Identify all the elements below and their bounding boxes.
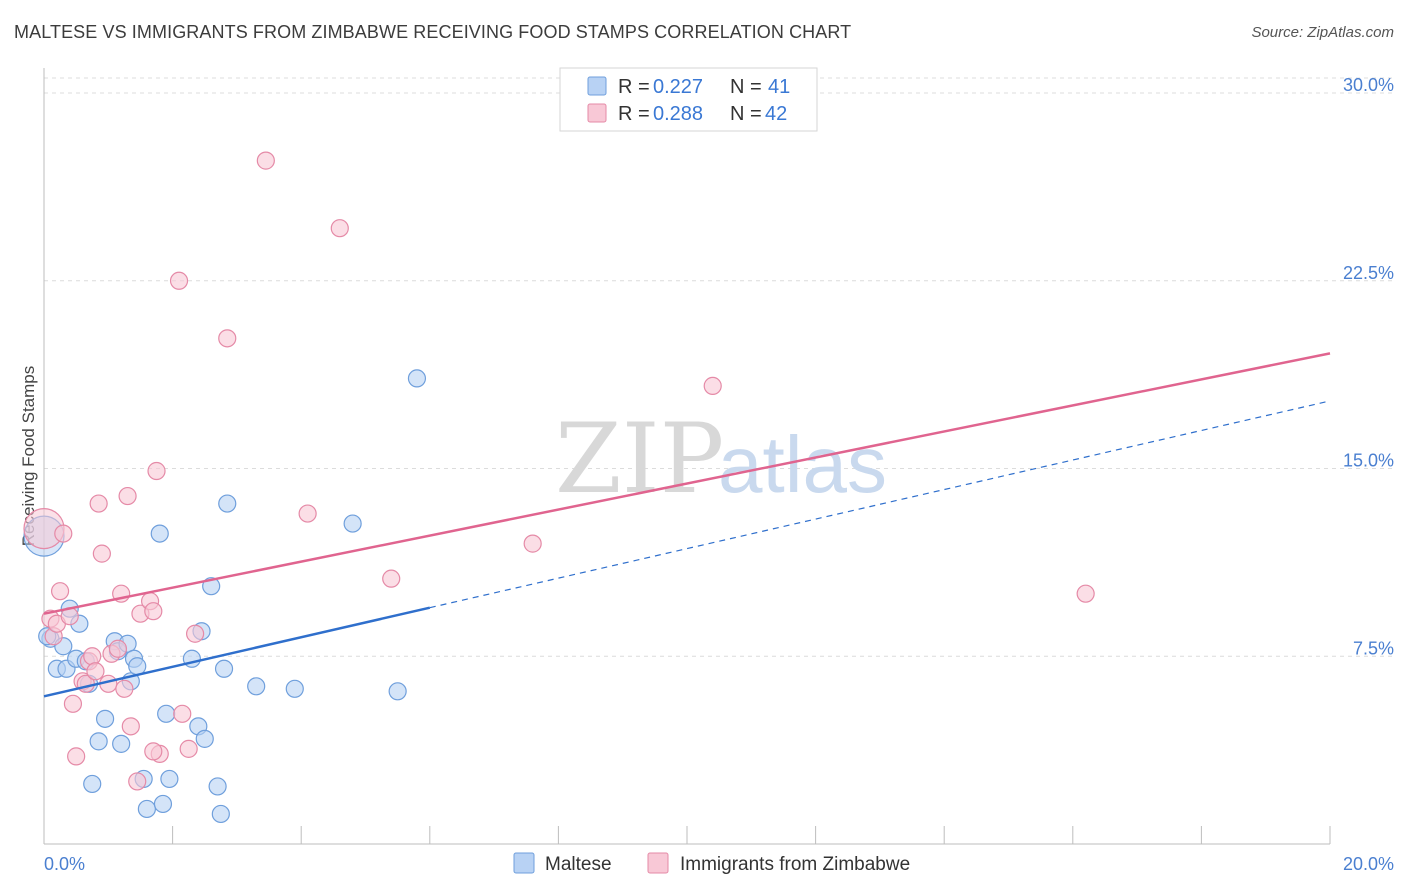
zimbabwe-n-label: N = bbox=[730, 103, 762, 125]
y-tick-labels: 7.5% 15.0% 22.5% 30.0% bbox=[1343, 75, 1394, 658]
maltese-point bbox=[343, 514, 362, 533]
zimbabwe-point bbox=[121, 717, 140, 736]
zimbabwe-point bbox=[83, 647, 102, 666]
zimbabwe-point bbox=[50, 582, 70, 601]
maltese-point bbox=[153, 794, 173, 814]
maltese-point bbox=[247, 677, 266, 696]
watermark-zip: ZIP bbox=[555, 403, 724, 515]
maltese-n-value: 41 bbox=[768, 76, 790, 98]
zimbabwe-point bbox=[186, 624, 205, 643]
legend-zimbabwe-swatch bbox=[647, 852, 669, 874]
legend-zimbabwe-label: Immigrants from Zimbabwe bbox=[680, 854, 910, 875]
data-points bbox=[23, 151, 1095, 824]
zimbabwe-point bbox=[54, 524, 73, 543]
maltese-point bbox=[157, 704, 176, 723]
zimbabwe-point bbox=[92, 544, 111, 563]
maltese-point bbox=[388, 682, 407, 701]
maltese-point bbox=[112, 734, 131, 753]
maltese-point bbox=[214, 659, 234, 678]
gridlines bbox=[44, 77, 1394, 657]
maltese-point bbox=[160, 769, 179, 789]
maltese-r-label: R = bbox=[618, 76, 650, 98]
zimbabwe-point bbox=[256, 151, 275, 170]
zimbabwe-point bbox=[382, 569, 401, 588]
zimbabwe-point bbox=[63, 694, 83, 713]
maltese-r-value: 0.227 bbox=[653, 76, 703, 98]
maltese-point bbox=[218, 494, 237, 513]
zimbabwe-point bbox=[330, 219, 349, 238]
x-ticks bbox=[43, 826, 1331, 844]
maltese-point bbox=[137, 799, 156, 819]
zimbabwe-point bbox=[86, 662, 105, 681]
zimbabwe-point bbox=[108, 639, 128, 658]
zimbabwe-point bbox=[115, 679, 134, 698]
zimbabwe-point bbox=[147, 461, 166, 481]
zimbabwe-r-label: R = bbox=[618, 103, 650, 125]
maltese-trend-line bbox=[43, 606, 431, 698]
zimbabwe-point bbox=[128, 772, 147, 791]
zimbabwe-point bbox=[218, 329, 237, 348]
maltese-point bbox=[211, 804, 230, 824]
zimbabwe-trend-line bbox=[43, 352, 1331, 615]
zimbabwe-point bbox=[118, 486, 137, 506]
zimbabwe-point bbox=[1076, 584, 1095, 603]
watermark-atlas: atlas bbox=[718, 420, 887, 509]
maltese-point bbox=[150, 524, 169, 543]
maltese-point bbox=[128, 657, 147, 676]
x-tick-label-min: 0.0% bbox=[44, 854, 85, 874]
maltese-point bbox=[407, 369, 427, 388]
maltese-point bbox=[208, 777, 227, 796]
legend-maltese-swatch bbox=[513, 852, 535, 874]
y-tick-label: 30.0% bbox=[1343, 75, 1394, 95]
legend-maltese-label: Maltese bbox=[545, 854, 612, 875]
maltese-point bbox=[83, 774, 102, 794]
maltese-point bbox=[89, 732, 108, 751]
zimbabwe-point bbox=[169, 271, 189, 290]
zimbabwe-r-value: 0.288 bbox=[653, 103, 703, 125]
zimbabwe-n-value: 42 bbox=[765, 103, 787, 125]
source-label: Source: ZipAtlas.com bbox=[1251, 24, 1394, 41]
maltese-point bbox=[95, 709, 115, 728]
maltese-n-label: N = bbox=[730, 76, 762, 98]
zimbabwe-point bbox=[298, 504, 317, 523]
zimbabwe-point bbox=[703, 376, 722, 396]
zimbabwe-point bbox=[523, 534, 542, 553]
stats-legend: R = 0.227 N = 41 R = 0.288 N = 42 bbox=[559, 67, 818, 132]
zimbabwe-point bbox=[173, 704, 192, 723]
zimbabwe-swatch bbox=[587, 103, 607, 123]
maltese-point bbox=[195, 729, 214, 748]
chart-title: MALTESE VS IMMIGRANTS FROM ZIMBABWE RECE… bbox=[14, 22, 852, 42]
y-tick-label: 15.0% bbox=[1343, 451, 1394, 471]
zimbabwe-point bbox=[144, 742, 163, 761]
y-tick-label: 7.5% bbox=[1353, 638, 1394, 658]
zimbabwe-point bbox=[67, 747, 86, 766]
maltese-point bbox=[285, 679, 304, 698]
series-legend: Maltese Immigrants from Zimbabwe bbox=[513, 852, 910, 875]
x-tick-label-max: 20.0% bbox=[1343, 854, 1394, 874]
y-axis-title: Receiving Food Stamps bbox=[19, 366, 38, 546]
y-tick-label: 22.5% bbox=[1343, 263, 1394, 283]
zimbabwe-point bbox=[179, 739, 198, 758]
trend-lines bbox=[43, 352, 1331, 698]
zimbabwe-point bbox=[144, 602, 163, 621]
zimbabwe-point bbox=[89, 494, 108, 513]
maltese-swatch bbox=[587, 76, 607, 96]
